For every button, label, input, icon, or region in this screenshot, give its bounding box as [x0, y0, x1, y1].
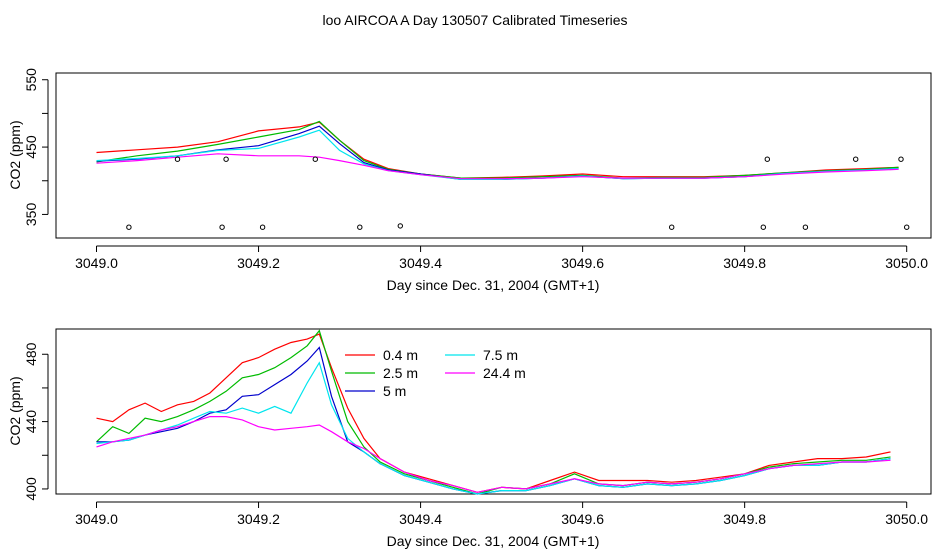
- upper-y-tick-label: 550: [23, 68, 39, 92]
- legend: 0.4 m 2.5 m 5 m 7.5 m 24.4 m: [345, 347, 526, 399]
- upper-x-axis-label: Day since Dec. 31, 2004 (GMT+1): [387, 277, 600, 293]
- flag-marker: [219, 224, 225, 230]
- lower-x-tick-label: 3049.6: [561, 511, 604, 527]
- lower-y-tick-label: 480: [23, 342, 39, 366]
- flag-marker: [853, 156, 859, 162]
- flag-marker: [669, 224, 675, 230]
- upper-series-line-24-4-m: [96, 153, 899, 180]
- upper-x-tick-label: 3049.4: [399, 255, 442, 271]
- upper-y-tick-label: 450: [23, 135, 39, 159]
- flag-marker: [904, 224, 910, 230]
- upper-plot-frame: [55, 72, 932, 239]
- upper-x-tick-label: 3049.2: [237, 255, 280, 271]
- upper-x-tick-label: 3049.0: [75, 255, 118, 271]
- flag-marker: [312, 156, 318, 162]
- upper-x-tick-label: 3049.6: [561, 255, 604, 271]
- legend-label-0-4-m: 0.4 m: [383, 347, 418, 363]
- flag-marker: [397, 223, 403, 229]
- upper-y-axis-label: CO2 (ppm): [7, 120, 23, 189]
- lower-panel: 3049.0 3049.2 3049.4 3049.6 3049.8 3050.0 400 4…: [7, 328, 932, 549]
- lower-series-line-7-5-m: [96, 361, 891, 495]
- lower-y-tick-label: 400: [23, 477, 39, 501]
- legend-label-24-4-m: 24.4 m: [483, 365, 526, 381]
- flag-marker: [802, 224, 809, 230]
- lower-x-tick-label: 3049.8: [723, 511, 766, 527]
- flag-marker: [357, 224, 363, 230]
- upper-y-tick-label: 350: [23, 203, 39, 227]
- lower-series-line-0-4-m: [96, 333, 891, 493]
- upper-x-tick-label: 3049.8: [723, 255, 766, 271]
- flag-marker: [223, 156, 229, 162]
- lower-plot-frame: [55, 328, 932, 495]
- lower-x-axis-label: Day since Dec. 31, 2004 (GMT+1): [387, 533, 600, 549]
- flag-marker: [764, 156, 770, 162]
- legend-label-2-5-m: 2.5 m: [383, 365, 418, 381]
- lower-x-tick-label: 3049.4: [399, 511, 442, 527]
- legend-label-5-m: 5 m: [383, 383, 406, 399]
- upper-panel: 3049.0 3049.2 3049.4 3049.6 3049.8 3050.0 350 4…: [7, 68, 932, 293]
- lower-x-tick-label: 3049.0: [75, 511, 118, 527]
- upper-series-line-5-m: [96, 125, 899, 180]
- flag-marker: [174, 156, 181, 162]
- legend-label-7-5-m: 7.5 m: [483, 347, 518, 363]
- upper-x-tick-label: 3050.0: [885, 255, 928, 271]
- lower-y-tick-label: 440: [23, 410, 39, 434]
- lower-x-tick-label: 3049.2: [237, 511, 280, 527]
- flag-marker: [760, 224, 766, 230]
- lower-series-line-24-4-m: [96, 416, 891, 493]
- figure-title: loo AIRCOA A Day 130507 Calibrated Times…: [322, 12, 627, 28]
- lower-x-tick-label: 3050.0: [885, 511, 928, 527]
- lower-y-axis-label: CO2 (ppm): [7, 376, 23, 445]
- flag-marker: [898, 156, 904, 162]
- flag-marker: [126, 224, 132, 230]
- flag-marker: [259, 224, 266, 230]
- upper-series-line-7-5-m: [96, 129, 899, 180]
